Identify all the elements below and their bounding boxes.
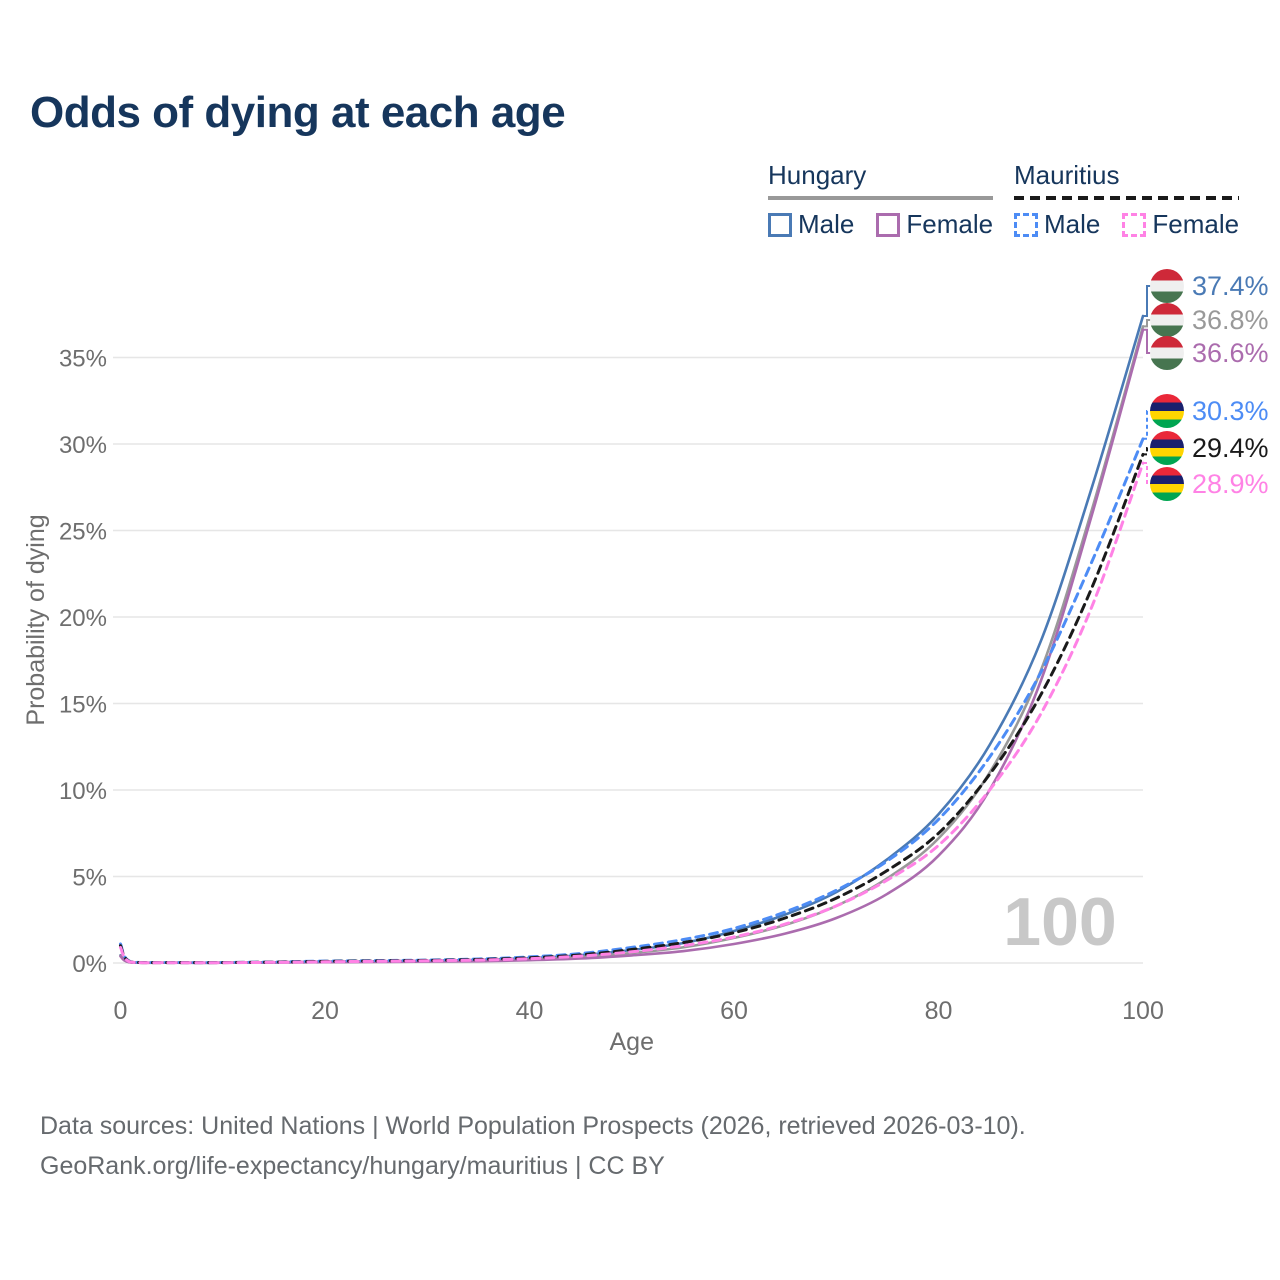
legend-item-mauritius-female[interactable]: Female [1122, 209, 1239, 240]
connector-hungary-male [1143, 285, 1152, 317]
legend-swatch-hungary-female [876, 212, 901, 237]
footer: Data sources: United Nations | World Pop… [40, 1106, 1026, 1186]
legend-swatch-mauritius-male [1014, 212, 1038, 237]
x-tick-20: 20 [311, 997, 339, 1025]
y-tick-35%: 35% [59, 346, 107, 373]
connector-mauritius-male [1143, 410, 1152, 440]
legend-swatch-hungary-male [768, 212, 792, 237]
x-tick-60: 60 [720, 997, 748, 1025]
hover-age-watermark: 100 [1003, 884, 1116, 960]
legend-label-mauritius-female: Female [1152, 209, 1240, 239]
connector-hungary-both [1143, 319, 1152, 328]
connector-mauritius-both [1143, 447, 1152, 456]
y-tick-5%: 5% [72, 865, 107, 892]
line-mauritius-female[interactable] [119, 461, 1145, 965]
legend-label-mauritius-male: Male [1044, 209, 1101, 239]
line-mauritius-male[interactable] [119, 437, 1145, 965]
x-tick-100: 100 [1122, 997, 1164, 1025]
legend-item-hungary-male[interactable]: Male [768, 209, 854, 240]
legend-label-hungary-female: Female [906, 209, 994, 239]
legend-underline-mauritius [1014, 196, 1240, 200]
footer-attribution-line: GeoRank.org/life-expectancy/hungary/maur… [40, 1152, 665, 1180]
y-axis-title: Probability of dying [22, 514, 50, 725]
legend-title-hungary: Hungary [768, 160, 867, 190]
y-tick-15%: 15% [59, 692, 107, 719]
line-hungary-both[interactable] [119, 325, 1145, 965]
x-tick-40: 40 [516, 997, 544, 1025]
legend-group-hungary: Hungary Male Female [768, 160, 994, 240]
legend-item-mauritius-male[interactable]: Male [1014, 209, 1100, 240]
legend-label-hungary-male: Male [798, 209, 855, 239]
footer-source-line: Data sources: United Nations | World Pop… [40, 1112, 1026, 1140]
y-tick-10%: 10% [59, 778, 107, 805]
y-tick-30%: 30% [59, 432, 107, 459]
line-hungary-female[interactable] [119, 328, 1145, 965]
y-tick-20%: 20% [59, 605, 107, 632]
connector-hungary-female [1143, 328, 1152, 354]
x-tick-80: 80 [925, 997, 953, 1025]
legend-swatch-mauritius-female [1122, 212, 1147, 237]
legend-group-mauritius: Mauritius Male Female [1014, 160, 1240, 240]
legend-underline-hungary [768, 196, 994, 200]
connector-mauritius-female [1143, 462, 1152, 485]
line-hungary-male[interactable] [119, 314, 1145, 965]
legend: Hungary Male Female Mauritius Male [0, 160, 1280, 240]
x-tick-0: 0 [114, 997, 128, 1025]
legend-title-mauritius: Mauritius [1014, 160, 1120, 190]
y-tick-0%: 0% [72, 951, 107, 978]
x-axis-title: Age [610, 1028, 654, 1056]
page-title: Odds of dying at each age [30, 88, 566, 137]
legend-item-hungary-female[interactable]: Female [876, 209, 993, 240]
y-tick-25%: 25% [59, 519, 107, 546]
